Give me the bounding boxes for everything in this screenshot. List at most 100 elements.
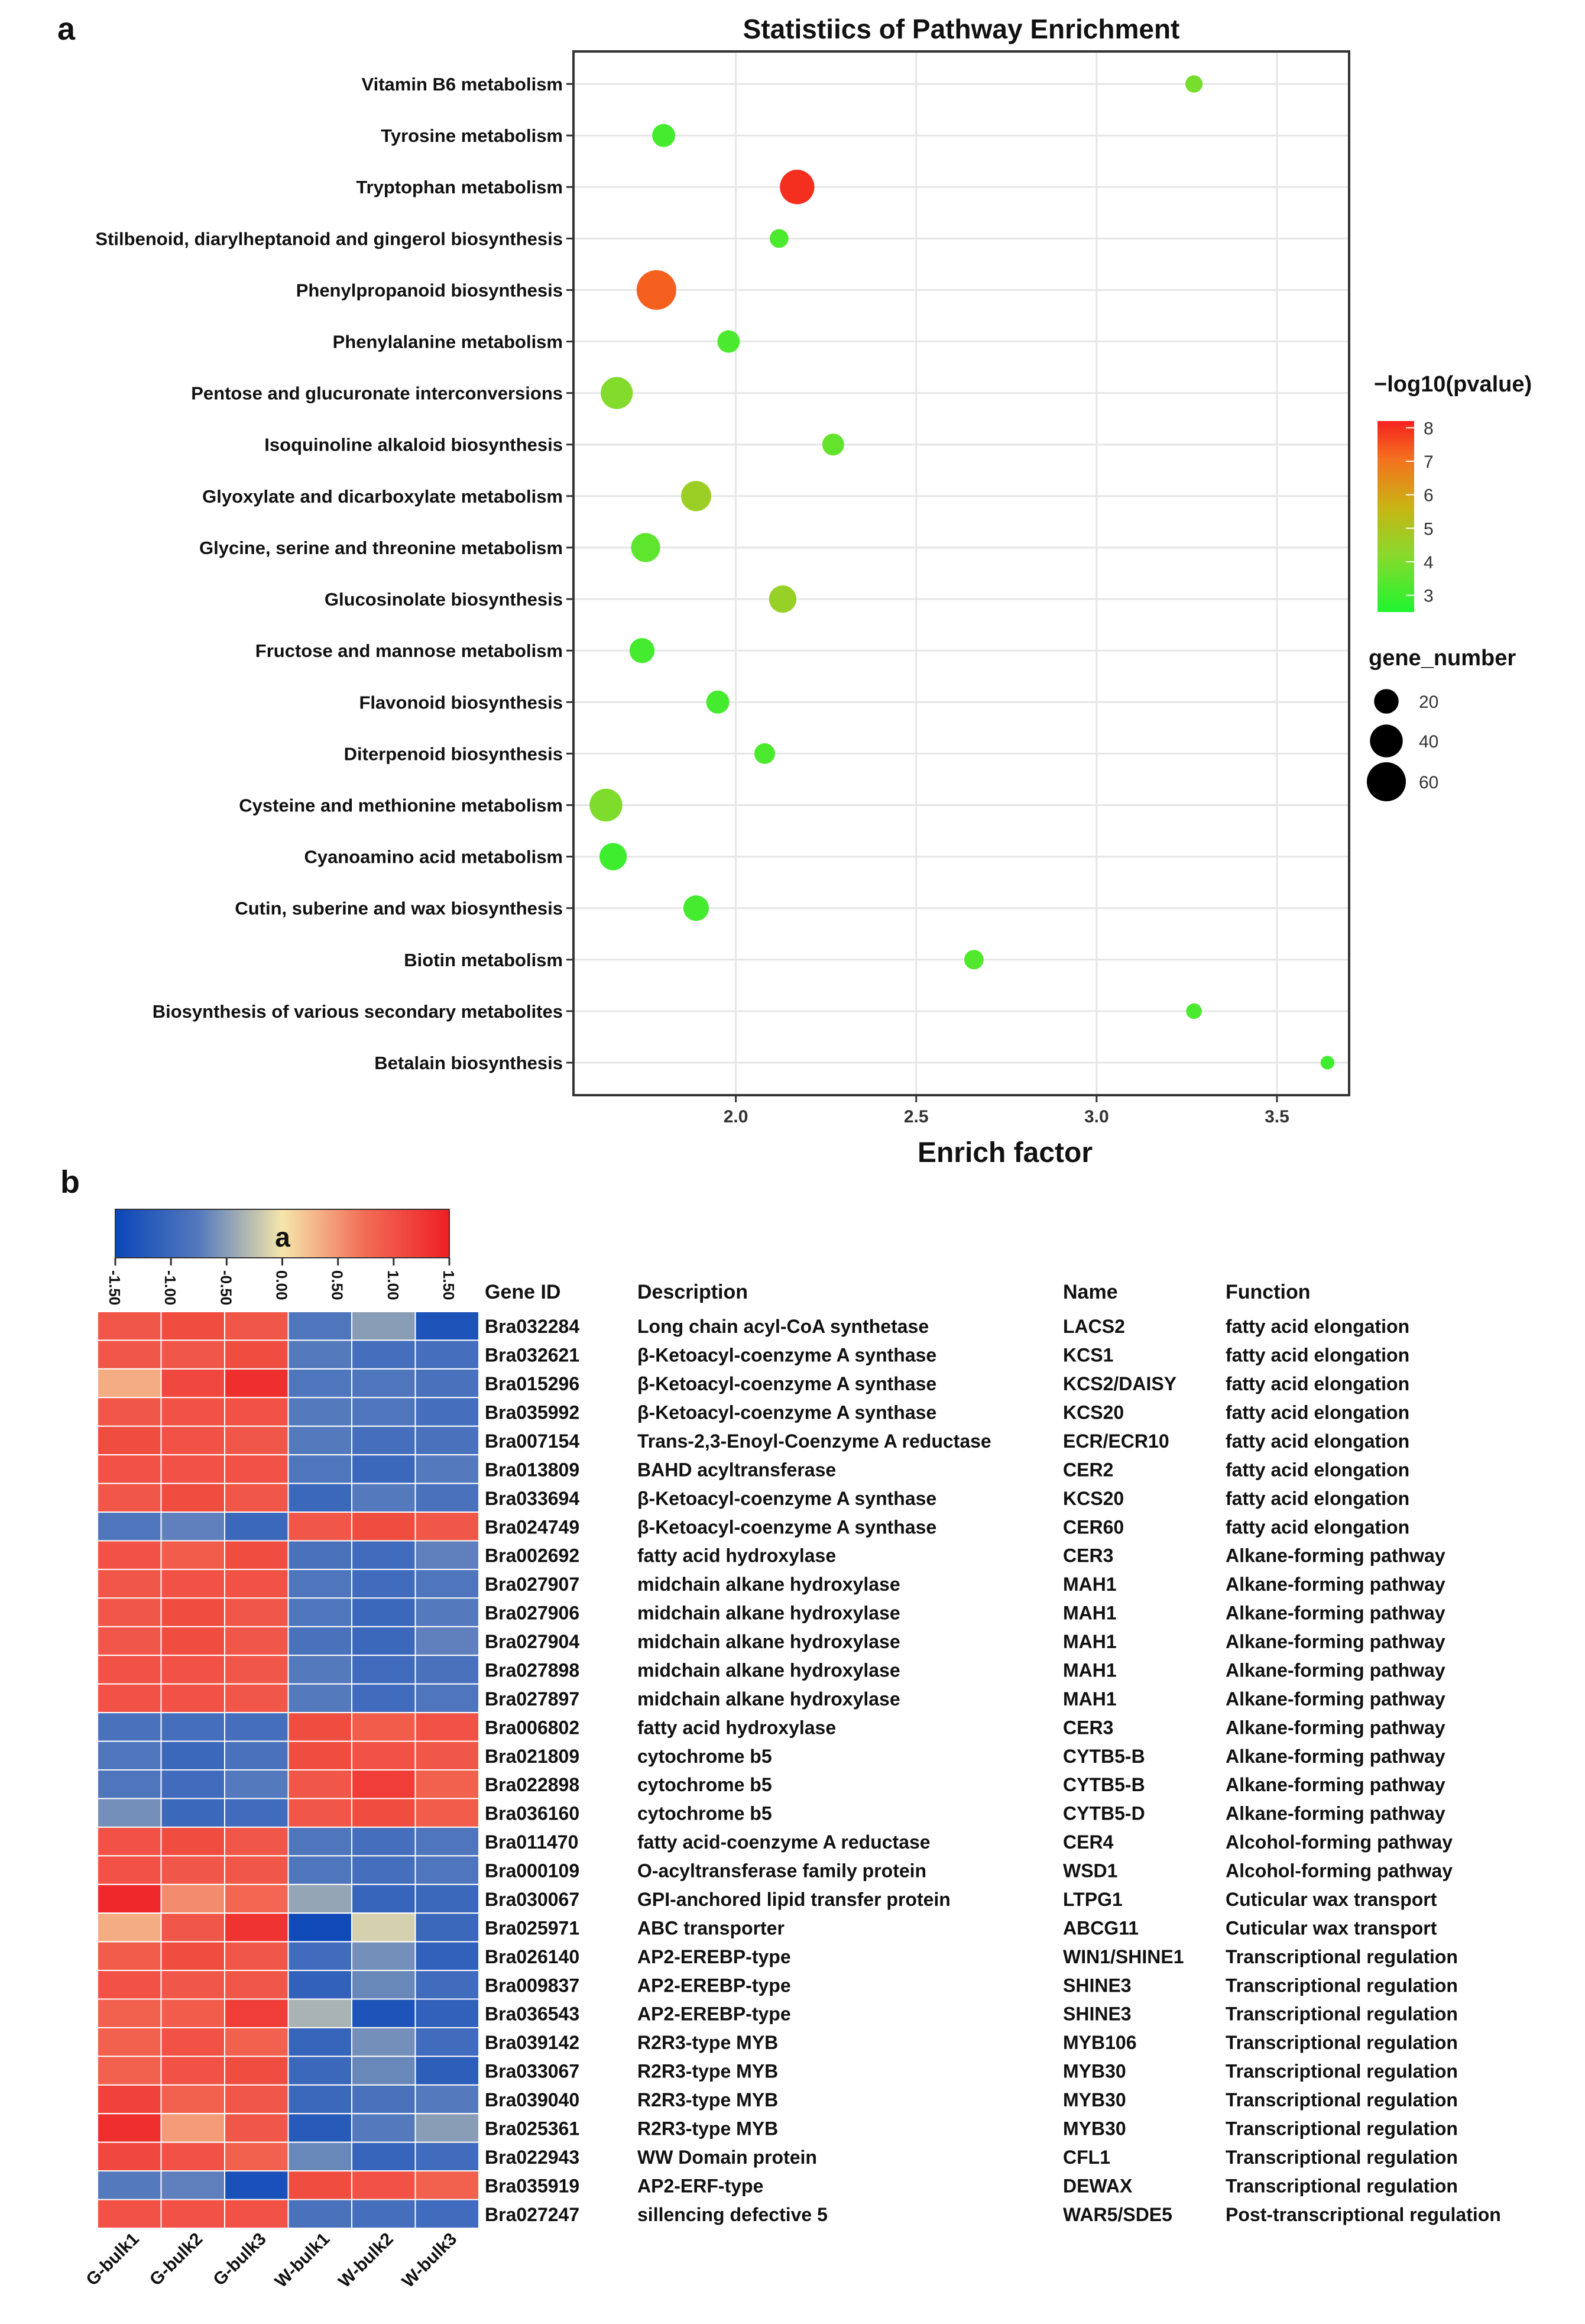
table-header: Description bbox=[637, 1281, 748, 1303]
data-point bbox=[754, 743, 775, 764]
heatmap-cell bbox=[351, 2199, 416, 2229]
heatmap-cell bbox=[97, 2027, 162, 2057]
size-legend-label: 20 bbox=[1419, 692, 1438, 712]
sample-label: W-bulk2 bbox=[335, 2229, 397, 2291]
heatmap-cell bbox=[160, 1397, 225, 1427]
gene-name: KCS1 bbox=[1063, 1345, 1113, 1366]
gene-function: Alkane-forming pathway bbox=[1226, 1545, 1445, 1566]
sample-labels: G-bulk1 G-bulk2 G-bulk3 W-bulk1 W-bulk2 W-bul… bbox=[82, 2229, 461, 2291]
heatmap-cell bbox=[97, 2199, 162, 2229]
data-point bbox=[680, 481, 712, 512]
color-scale-tick-label: 0.00 bbox=[273, 1270, 291, 1300]
gene-function: Alcohol-forming pathway bbox=[1226, 1860, 1453, 1882]
heatmap-cell bbox=[287, 1540, 352, 1570]
heatmap-cell bbox=[224, 1311, 289, 1341]
heatmap-cell bbox=[97, 1970, 162, 2000]
data-point bbox=[717, 330, 740, 353]
heatmap-cell bbox=[287, 1339, 352, 1370]
heatmap-cell bbox=[160, 1454, 225, 1484]
heatmap-cell bbox=[160, 2141, 225, 2172]
gene-name: MAH1 bbox=[1063, 1574, 1117, 1595]
heatmap-cell bbox=[414, 1483, 479, 1513]
gene-name: KCS2/DAISY bbox=[1063, 1373, 1176, 1394]
gene-description: β-Ketoacyl-coenzyme A synthase bbox=[637, 1402, 936, 1423]
y-tick-label: Phenylalanine metabolism bbox=[333, 332, 563, 352]
heatmap-cell bbox=[97, 1397, 162, 1427]
heatmap-cell bbox=[351, 1568, 416, 1599]
heatmap-cell bbox=[160, 2027, 225, 2057]
data-point bbox=[1320, 1056, 1334, 1070]
gene-id: Bra009837 bbox=[485, 1975, 579, 1996]
heatmap-cell bbox=[224, 1912, 289, 1943]
heatmap-cell bbox=[414, 1769, 479, 1799]
heatmap-cells bbox=[97, 1311, 479, 2229]
gene-description: Long chain acyl-CoA synthetase bbox=[637, 1316, 929, 1337]
heatmap-cell bbox=[351, 1397, 416, 1427]
gene-id: Bra006802 bbox=[485, 1717, 579, 1738]
gene-description: GPI-anchored lipid transfer protein bbox=[637, 1889, 951, 1910]
color-legend-label: 5 bbox=[1424, 519, 1434, 539]
heatmap-cell bbox=[287, 1311, 352, 1341]
gene-function: fatty acid elongation bbox=[1226, 1345, 1409, 1366]
heatmap-cell bbox=[224, 1998, 289, 2028]
heatmap-cell bbox=[224, 1683, 289, 1714]
heatmap-cell bbox=[414, 1655, 479, 1685]
gene-id: Bra011470 bbox=[485, 1831, 578, 1853]
heatmap-cell bbox=[287, 1655, 352, 1685]
gene-name: WSD1 bbox=[1063, 1860, 1117, 1882]
gene-id: Bra027897 bbox=[485, 1688, 579, 1710]
heatmap-cell bbox=[97, 2141, 162, 2172]
heatmap-cell bbox=[224, 1769, 289, 1799]
heatmap-cell bbox=[160, 1311, 225, 1341]
gene-id: Bra022898 bbox=[485, 1774, 579, 1795]
gene-description: cytochrome b5 bbox=[637, 1774, 772, 1795]
heatmap-cell bbox=[414, 1826, 479, 1857]
heatmap-cell bbox=[351, 1998, 416, 2028]
gene-description: midchain alkane hydroxylase bbox=[637, 1603, 900, 1624]
gene-function: Alkane-forming pathway bbox=[1226, 1659, 1445, 1681]
heatmap-cell bbox=[160, 1626, 225, 1656]
y-tick-label: Flavonoid biosynthesis bbox=[359, 692, 563, 713]
heatmap-cell bbox=[351, 1855, 416, 1885]
gene-name: KCS20 bbox=[1063, 1488, 1124, 1509]
heatmap-cell bbox=[160, 1826, 225, 1857]
heatmap-cell bbox=[160, 1597, 225, 1627]
heatmap-cell bbox=[414, 1511, 479, 1542]
data-point bbox=[629, 637, 655, 663]
heatmap-cell bbox=[414, 1683, 479, 1714]
gene-description: midchain alkane hydroxylase bbox=[637, 1631, 900, 1652]
gene-id: Bra027906 bbox=[485, 1603, 579, 1624]
heatmap-cell bbox=[287, 2113, 352, 2143]
heatmap-cell bbox=[351, 1912, 416, 1943]
plot-panel-border bbox=[572, 50, 1350, 1096]
heatmap-cell bbox=[351, 1826, 416, 1857]
gene-function: Alkane-forming pathway bbox=[1226, 1688, 1445, 1710]
heatmap-cell bbox=[224, 1826, 289, 1857]
gene-id: Bra013809 bbox=[485, 1459, 579, 1480]
heatmap-cell bbox=[351, 2084, 416, 2115]
heatmap-cell bbox=[414, 2027, 479, 2057]
color-scale: a -1.50 -1.00 -0.50 0.00 0.50 1.00 1.50 bbox=[106, 1209, 458, 1305]
y-tick-label: Glyoxylate and dicarboxylate metabolism bbox=[202, 486, 563, 507]
data-point bbox=[683, 895, 709, 921]
gene-function: Transcriptional regulation bbox=[1226, 2175, 1458, 2196]
gene-id: Bra026140 bbox=[485, 1946, 579, 1967]
heatmap-cell bbox=[351, 1540, 416, 1570]
gene-function: Alkane-forming pathway bbox=[1226, 1746, 1445, 1767]
y-tick-label: Isoquinoline alkaloid biosynthesis bbox=[264, 435, 563, 455]
heatmap-cell bbox=[160, 1483, 225, 1513]
data-point bbox=[1186, 1003, 1202, 1019]
heatmap-cell bbox=[414, 1425, 479, 1456]
heatmap-cell bbox=[160, 1798, 225, 1828]
gene-id: Bra027904 bbox=[485, 1631, 579, 1652]
gene-id: Bra002692 bbox=[485, 1545, 579, 1566]
gene-id: Bra027247 bbox=[485, 2204, 579, 2225]
heatmap-cell bbox=[224, 1798, 289, 1828]
gene-name: CER2 bbox=[1063, 1459, 1113, 1480]
gene-name: MAH1 bbox=[1063, 1659, 1117, 1681]
gene-description: midchain alkane hydroxylase bbox=[637, 1659, 900, 1681]
gene-id: Bra036543 bbox=[485, 2003, 579, 2025]
heatmap-cell bbox=[287, 2141, 352, 2172]
heatmap-cell bbox=[160, 1912, 225, 1943]
heatmap-cell bbox=[351, 1454, 416, 1484]
